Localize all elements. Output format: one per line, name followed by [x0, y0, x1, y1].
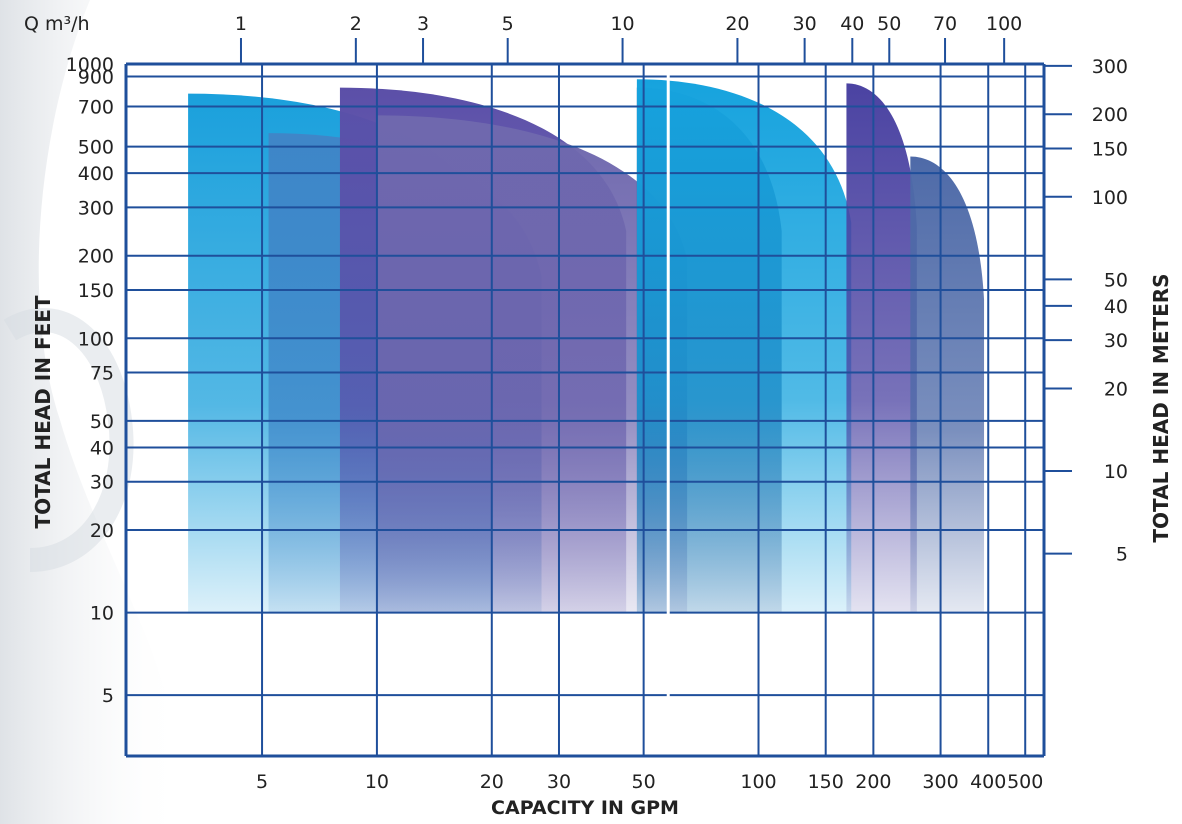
background-swirl-ring	[3, 308, 134, 572]
x-tick-label-m3h: 20	[725, 13, 749, 35]
y-tick-label-meters: 100	[1092, 187, 1128, 209]
x-tick-label-gpm: 400	[970, 771, 1006, 793]
y-tick-label-feet: 1000	[66, 54, 114, 76]
y-tick-label-meters: 300	[1092, 56, 1128, 78]
axis-labels: Q m³/h CAPACITY IN GPM TOTAL HEAD IN FEE…	[24, 13, 1173, 819]
x-tick-label-gpm: 100	[740, 771, 776, 793]
y-axis-title-left: TOTAL HEAD IN FEET	[31, 295, 55, 528]
x-tick-label-m3h: 2	[350, 13, 362, 35]
y-tick-label-feet: 5	[102, 685, 114, 707]
x-tick-label-gpm: 50	[632, 771, 656, 793]
y-tick-label-meters: 20	[1104, 378, 1128, 400]
y-tick-label-feet: 200	[78, 246, 114, 268]
x-tick-label-gpm: 300	[922, 771, 958, 793]
y-tick-label-feet: 30	[90, 472, 114, 494]
y-tick-label-feet: 10	[90, 603, 114, 625]
axes	[124, 38, 1072, 758]
x-tick-label-gpm: 5	[256, 771, 268, 793]
x-tick-label-gpm: 10	[365, 771, 389, 793]
y-tick-label-feet: 20	[90, 520, 114, 542]
y-tick-label-meters: 200	[1092, 104, 1128, 126]
performance-area-4	[376, 115, 688, 613]
performance-areas	[188, 79, 985, 613]
y-tick-label-meters: 30	[1104, 330, 1128, 352]
x-tick-label-m3h: 10	[610, 13, 634, 35]
y-tick-label-feet: 150	[78, 280, 114, 302]
x-top-axis-title: Q m³/h	[24, 13, 90, 35]
y-tick-label-meters: 150	[1092, 138, 1128, 160]
x-axis-title: CAPACITY IN GPM	[491, 797, 679, 819]
y-tick-label-meters: 5	[1116, 544, 1128, 566]
y-axis-title-right: TOTAL HEAD IN METERS	[1149, 273, 1173, 542]
y-tick-label-feet: 900	[78, 67, 114, 89]
y-tick-label-feet: 75	[90, 363, 114, 385]
x-tick-label-gpm: 200	[855, 771, 891, 793]
x-tick-label-m3h: 50	[877, 13, 901, 35]
x-tick-label-m3h: 100	[986, 13, 1022, 35]
y-tick-label-meters: 10	[1104, 461, 1128, 483]
x-tick-label-m3h: 1	[235, 13, 247, 35]
x-tick-label-gpm: 20	[480, 771, 504, 793]
y-tick-label-meters: 50	[1104, 269, 1128, 291]
x-tick-label-gpm: 500	[1007, 771, 1043, 793]
y-tick-label-meters: 40	[1104, 296, 1128, 318]
y-tick-label-feet: 50	[90, 411, 114, 433]
y-tick-label-feet: 500	[78, 137, 114, 159]
y-tick-label-feet: 100	[78, 328, 114, 350]
x-tick-label-gpm: 30	[547, 771, 571, 793]
y-tick-label-feet: 700	[78, 96, 114, 118]
performance-area-7	[846, 83, 917, 613]
background-swirl-shape	[0, 0, 183, 824]
background-swirl	[0, 0, 183, 824]
x-tick-label-m3h: 5	[502, 13, 514, 35]
y-tick-label-feet: 400	[78, 163, 114, 185]
y-tick-label-feet: 300	[78, 197, 114, 219]
performance-area-8	[910, 156, 985, 613]
x-tick-label-m3h: 40	[840, 13, 864, 35]
performance-area-6	[636, 79, 852, 613]
y-tick-label-feet: 40	[90, 437, 114, 459]
x-tick-label-m3h: 70	[933, 13, 957, 35]
x-tick-label-m3h: 30	[793, 13, 817, 35]
x-tick-label-m3h: 3	[417, 13, 429, 35]
x-tick-label-gpm: 150	[808, 771, 844, 793]
